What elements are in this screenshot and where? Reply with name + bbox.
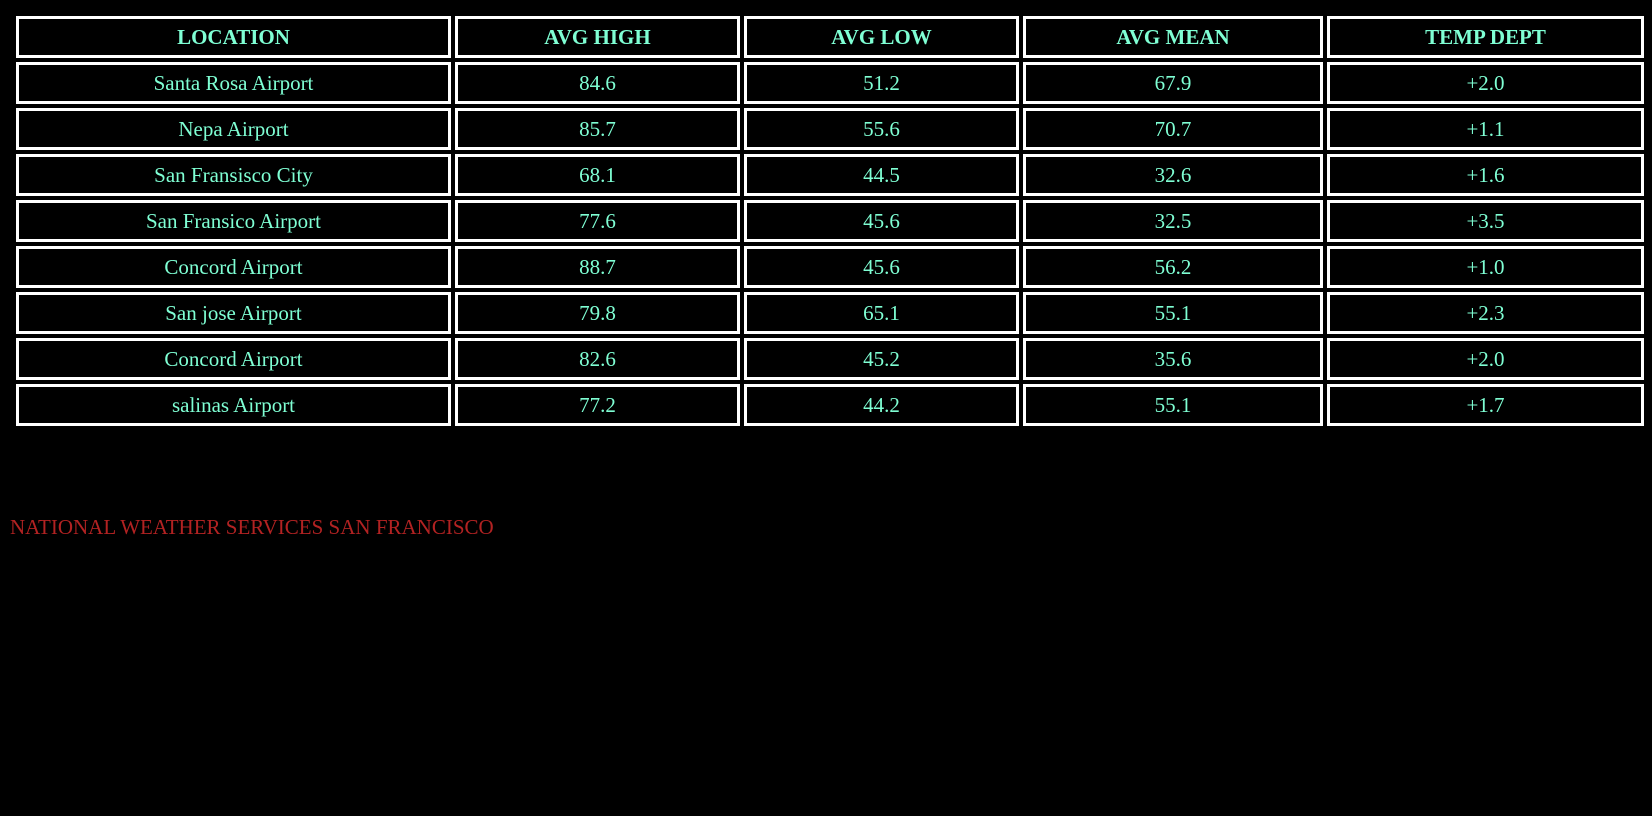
table-row: Concord Airport 88.7 45.6 56.2 +1.0 xyxy=(16,246,1644,288)
header-temp-dept: TEMP DEPT xyxy=(1327,16,1644,58)
cell-avg-low: 45.2 xyxy=(744,338,1019,380)
cell-avg-high: 79.8 xyxy=(455,292,740,334)
cell-avg-high: 82.6 xyxy=(455,338,740,380)
cell-avg-mean: 35.6 xyxy=(1023,338,1323,380)
table-row: San jose Airport 79.8 65.1 55.1 +2.3 xyxy=(16,292,1644,334)
header-location: LOCATION xyxy=(16,16,451,58)
table-row: San Fransisco City 68.1 44.5 32.6 +1.6 xyxy=(16,154,1644,196)
cell-avg-mean: 70.7 xyxy=(1023,108,1323,150)
cell-avg-low: 45.6 xyxy=(744,246,1019,288)
cell-location: San jose Airport xyxy=(16,292,451,334)
cell-avg-low: 55.6 xyxy=(744,108,1019,150)
cell-avg-mean: 32.6 xyxy=(1023,154,1323,196)
cell-location: Concord Airport xyxy=(16,246,451,288)
cell-temp-dept: +3.5 xyxy=(1327,200,1644,242)
cell-avg-mean: 56.2 xyxy=(1023,246,1323,288)
table-row: salinas Airport 77.2 44.2 55.1 +1.7 xyxy=(16,384,1644,426)
cell-location: San Fransisco City xyxy=(16,154,451,196)
header-avg-mean: AVG MEAN xyxy=(1023,16,1323,58)
header-avg-high: AVG HIGH xyxy=(455,16,740,58)
cell-temp-dept: +1.6 xyxy=(1327,154,1644,196)
cell-avg-low: 44.5 xyxy=(744,154,1019,196)
table-row: Nepa Airport 85.7 55.6 70.7 +1.1 xyxy=(16,108,1644,150)
cell-temp-dept: +2.3 xyxy=(1327,292,1644,334)
cell-temp-dept: +1.0 xyxy=(1327,246,1644,288)
cell-avg-low: 44.2 xyxy=(744,384,1019,426)
cell-location: San Fransico Airport xyxy=(16,200,451,242)
cell-location: Santa Rosa Airport xyxy=(16,62,451,104)
cell-avg-high: 84.6 xyxy=(455,62,740,104)
cell-avg-high: 68.1 xyxy=(455,154,740,196)
cell-location: Concord Airport xyxy=(16,338,451,380)
cell-avg-low: 51.2 xyxy=(744,62,1019,104)
table-header-row: LOCATION AVG HIGH AVG LOW AVG MEAN TEMP … xyxy=(16,16,1644,58)
cell-avg-mean: 67.9 xyxy=(1023,62,1323,104)
table-row: Concord Airport 82.6 45.2 35.6 +2.0 xyxy=(16,338,1644,380)
table-row: San Fransico Airport 77.6 45.6 32.5 +3.5 xyxy=(16,200,1644,242)
cell-temp-dept: +2.0 xyxy=(1327,62,1644,104)
cell-avg-low: 45.6 xyxy=(744,200,1019,242)
cell-avg-high: 77.2 xyxy=(455,384,740,426)
cell-avg-mean: 55.1 xyxy=(1023,384,1323,426)
cell-avg-high: 77.6 xyxy=(455,200,740,242)
table-row: Santa Rosa Airport 84.6 51.2 67.9 +2.0 xyxy=(16,62,1644,104)
weather-table: LOCATION AVG HIGH AVG LOW AVG MEAN TEMP … xyxy=(10,10,1650,432)
cell-temp-dept: +1.1 xyxy=(1327,108,1644,150)
cell-temp-dept: +2.0 xyxy=(1327,338,1644,380)
cell-avg-high: 88.7 xyxy=(455,246,740,288)
cell-temp-dept: +1.7 xyxy=(1327,384,1644,426)
cell-avg-low: 65.1 xyxy=(744,292,1019,334)
footer-caption: NATIONAL WEATHER SERVICES SAN FRANCISCO xyxy=(10,515,494,539)
cell-avg-mean: 55.1 xyxy=(1023,292,1323,334)
cell-location: salinas Airport xyxy=(16,384,451,426)
cell-avg-high: 85.7 xyxy=(455,108,740,150)
header-avg-low: AVG LOW xyxy=(744,16,1019,58)
cell-location: Nepa Airport xyxy=(16,108,451,150)
cell-avg-mean: 32.5 xyxy=(1023,200,1323,242)
